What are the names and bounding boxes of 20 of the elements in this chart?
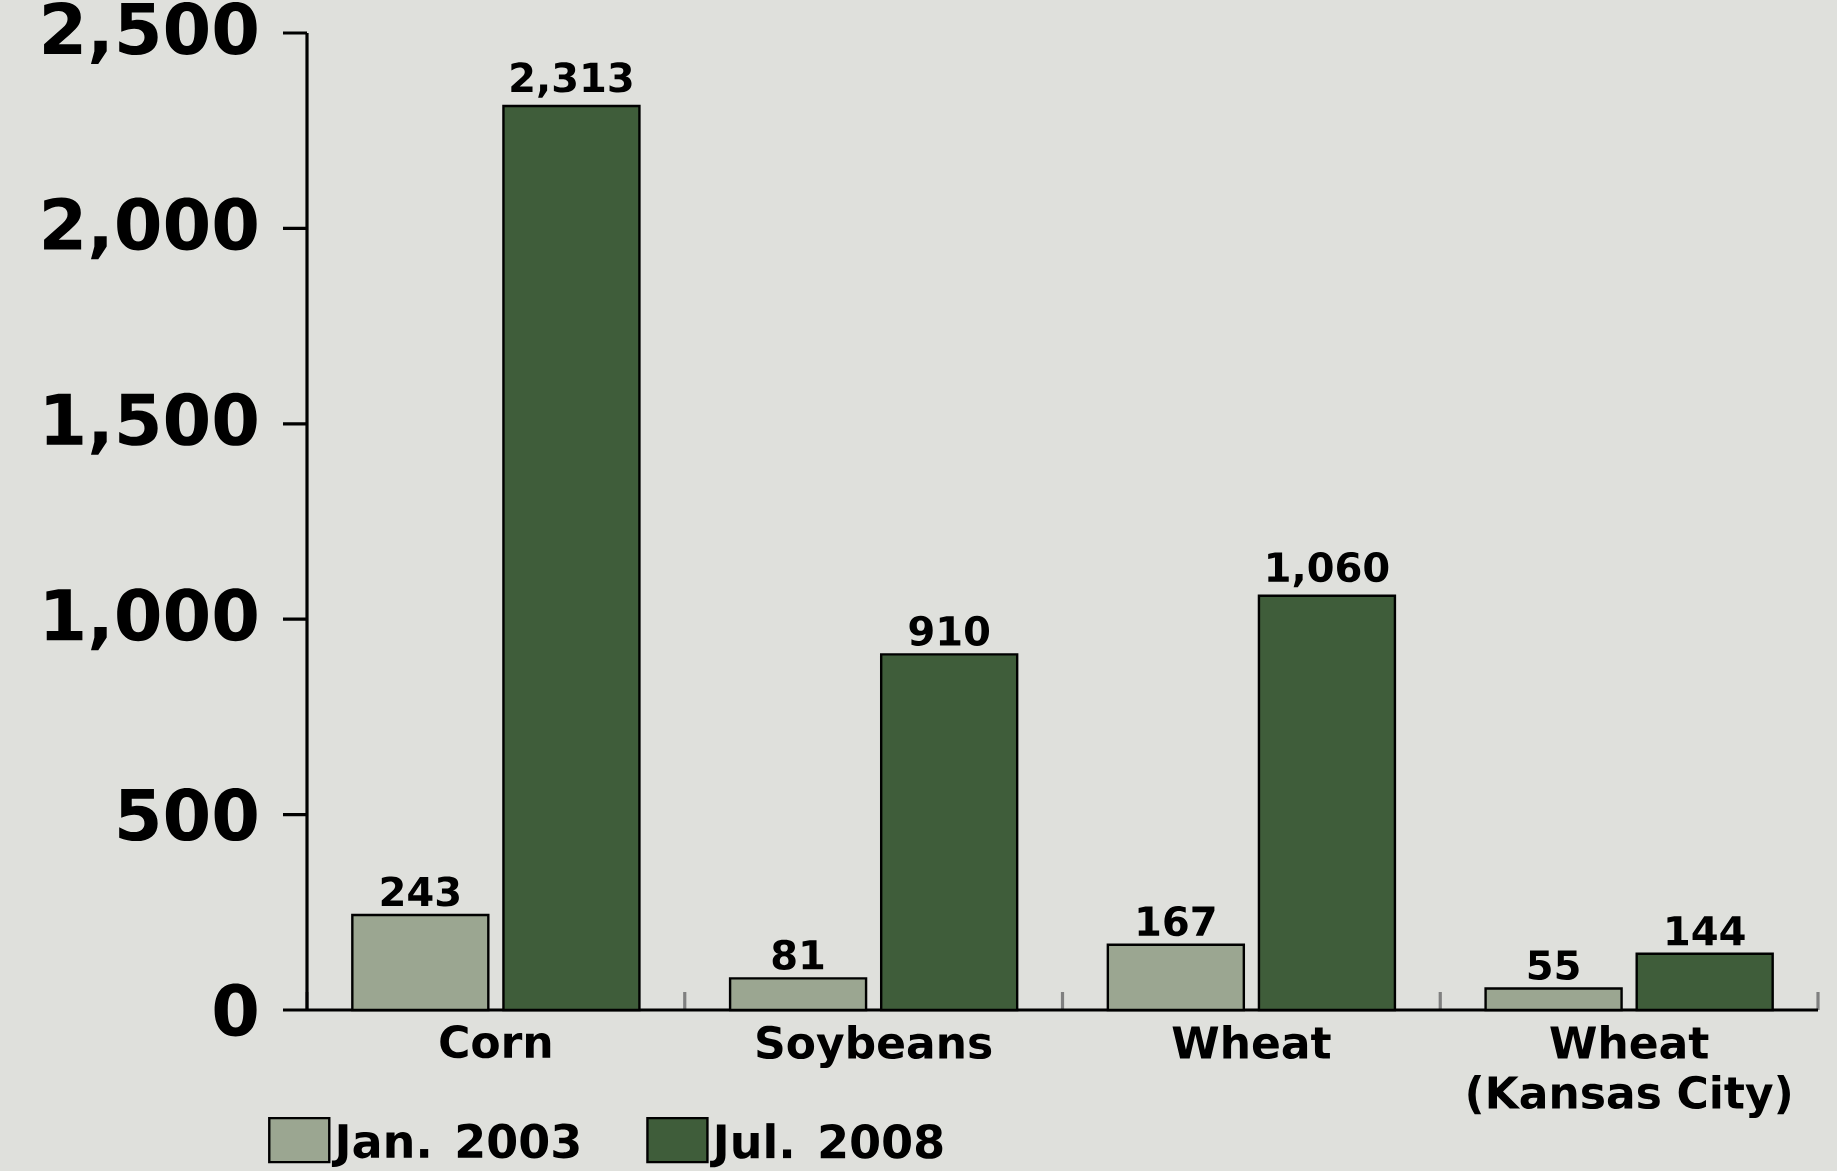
legend-label: Jan. 2003 xyxy=(331,1123,579,1167)
y-tick-label: 500 xyxy=(119,788,257,842)
y-tick-label: 1,000 xyxy=(46,588,257,651)
data-label: 167 xyxy=(1138,906,1215,937)
y-tick-label: 2,000 xyxy=(44,197,257,260)
data-label: 55 xyxy=(1528,950,1579,981)
data-label: 81 xyxy=(772,939,824,970)
data-label: 1,060 xyxy=(1268,551,1389,588)
y-tick-label: 1,500 xyxy=(46,392,257,455)
x-tick-label: Wheat xyxy=(1172,1025,1331,1060)
y-tick-label: 2,500 xyxy=(44,2,257,64)
data-label: 243 xyxy=(381,876,459,907)
data-label: 2,313 xyxy=(511,62,632,98)
x-tick-label: Corn xyxy=(440,1025,551,1059)
legend-label: Jul. 2008 xyxy=(710,1123,943,1168)
y-tick-label: 0 xyxy=(214,983,257,1037)
data-label: 910 xyxy=(909,615,990,646)
data-label: 144 xyxy=(1667,916,1745,946)
x-tick-label: Soybeans xyxy=(757,1025,992,1068)
x-tick-label: Wheat (Kansas City) xyxy=(1468,1025,1790,1118)
